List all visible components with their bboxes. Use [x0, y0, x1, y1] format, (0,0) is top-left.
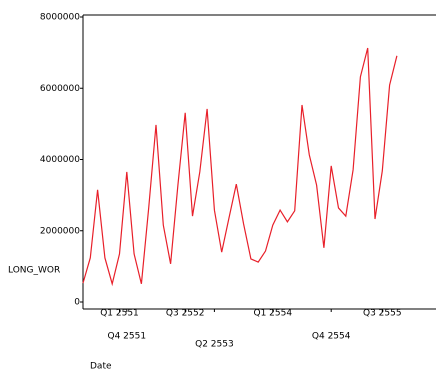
- x-tick-label: Q4 2551: [108, 332, 147, 342]
- y-tick-label: 6000000: [40, 84, 80, 94]
- x-tick-label: Q1 2551: [100, 309, 139, 319]
- x-tick-label: Q2 2553: [195, 340, 234, 350]
- x-tick-label: Q4 2554: [312, 332, 351, 342]
- y-tick-label: 2000000: [40, 226, 80, 236]
- y-axis-label: LONG_WOR: [8, 266, 60, 276]
- x-tick-label: Q1 2554: [254, 309, 293, 319]
- x-axis-label: Date: [90, 362, 112, 371]
- data-line: [82, 47, 398, 287]
- y-tick-label: 8000000: [40, 13, 80, 23]
- y-tick-label: 0: [74, 298, 80, 308]
- y-tick-label: 4000000: [40, 155, 80, 165]
- x-tick-label: Q3 2555: [363, 309, 402, 319]
- x-tick-label: Q3 2552: [166, 309, 205, 319]
